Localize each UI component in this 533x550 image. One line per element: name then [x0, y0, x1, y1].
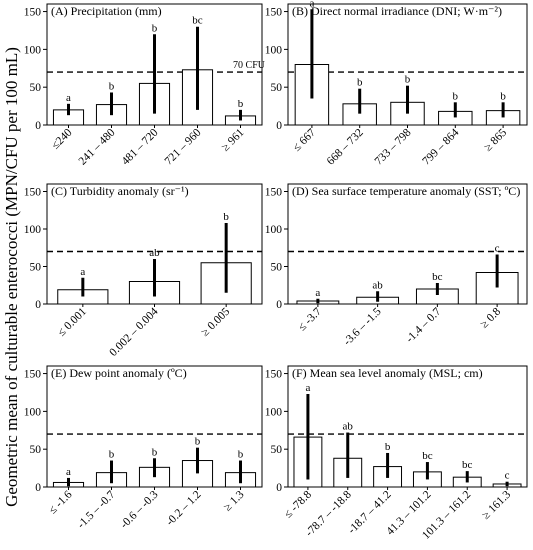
category-label: -1.4 – 0.7: [404, 305, 444, 345]
category-label: ≤ -3.7: [296, 305, 324, 333]
significance-letter: b: [385, 441, 391, 453]
significance-letter: bc: [462, 459, 473, 471]
significance-letter: c: [495, 243, 500, 255]
panel-5: (E) Dew point anomaly (ºC) 0 50 100 150 a ≤ -1…: [24, 365, 263, 531]
panel-3: (C) Turbidity anomaly (sr⁻¹) 0 50 100 150 a ≤ …: [24, 183, 263, 359]
panel-title: (A) Precipitation (mm): [51, 4, 162, 18]
significance-letter: b: [195, 436, 201, 448]
y-tick-label: 100: [265, 44, 283, 56]
significance-letter: a: [309, 0, 314, 9]
panel-title: (F) Mean sea level anomaly (MSL; cm): [292, 366, 483, 380]
category-label: 241 – 480: [77, 126, 118, 167]
y-tick-label: 150: [24, 369, 42, 381]
y-tick-label: 100: [265, 406, 283, 418]
category-label: 481 – 720: [120, 126, 161, 167]
y-tick-label: 50: [271, 262, 283, 274]
reference-line-label: 70 CFU: [233, 60, 266, 71]
y-tick-label: 100: [24, 44, 42, 56]
y-tick-label: 150: [24, 7, 42, 19]
significance-letter: b: [109, 449, 115, 461]
y-tick-label: 100: [24, 406, 42, 418]
y-tick-label: 50: [30, 444, 42, 456]
y-tick-label: 150: [265, 187, 283, 199]
significance-letter: b: [357, 77, 363, 89]
plot-frame: [287, 365, 528, 488]
significance-letter: b: [238, 98, 244, 110]
significance-letter: a: [315, 287, 320, 299]
category-label: 0.002 – 0.004: [107, 305, 160, 358]
category-label: ≤ 0.001: [56, 305, 89, 338]
panels: (A) Precipitation (mm) 0 50 100 150 70 CFU a ≤2…: [24, 0, 528, 542]
category-label: ≥ 961: [219, 126, 246, 153]
y-tick-label: 0: [35, 120, 41, 132]
y-tick-label: 0: [276, 120, 282, 132]
significance-letter: a: [66, 466, 71, 478]
category-label: 733 – 798: [373, 126, 414, 167]
category-label: -0.6 – -0.3: [118, 488, 161, 531]
panel-title: (B) Direct normal irradiance (DNI; W·m⁻²…: [292, 4, 502, 18]
y-tick-label: 0: [276, 299, 282, 311]
category-label: -1.5 – -0.7: [75, 488, 118, 531]
panel-title: (D) Sea surface temperature anomaly (SST…: [292, 184, 520, 198]
category-label: ≥ 161.3: [480, 488, 513, 521]
significance-letter: b: [223, 211, 229, 223]
significance-letter: b: [238, 449, 244, 461]
significance-letter: b: [453, 90, 459, 102]
significance-letter: bc: [422, 450, 433, 462]
category-label: ≥ 0.8: [478, 305, 503, 330]
y-tick-label: 100: [24, 224, 42, 236]
y-tick-label: 150: [265, 7, 283, 19]
significance-letter: bc: [432, 271, 443, 283]
y-tick-label: 50: [271, 82, 283, 94]
y-tick-label: 0: [35, 482, 41, 494]
significance-letter: a: [66, 92, 71, 104]
panel-4: (D) Sea surface temperature anomaly (SST…: [265, 183, 528, 348]
panel-6: (F) Mean sea level anomaly (MSL; cm) 0 50 1…: [265, 365, 528, 542]
significance-letter: a: [80, 266, 85, 278]
category-label: -3.6 – -1.5: [341, 305, 384, 348]
category-label: 721 – 960: [163, 126, 204, 167]
y-tick-label: 0: [276, 482, 282, 494]
panel-1: (A) Precipitation (mm) 0 50 100 150 70 CFU a ≤2…: [24, 3, 266, 168]
category-label: ≥ 865: [482, 126, 509, 153]
significance-letter: ab: [149, 247, 160, 259]
significance-letter: b: [109, 80, 115, 92]
panel-title: (E) Dew point anomaly (ºC): [51, 366, 187, 380]
significance-letter: a: [305, 382, 310, 394]
significance-letter: b: [405, 74, 411, 86]
significance-letter: b: [152, 22, 158, 34]
category-label: ≤ -78.8: [282, 488, 314, 520]
significance-letter: b: [152, 446, 158, 458]
y-tick-label: 0: [35, 299, 41, 311]
category-label: 668 – 732: [325, 126, 366, 167]
significance-letter: b: [500, 90, 506, 102]
y-tick-label: 100: [265, 224, 283, 236]
y-tick-label: 50: [271, 444, 283, 456]
significance-letter: c: [505, 470, 510, 482]
panel-title: (C) Turbidity anomaly (sr⁻¹): [51, 184, 189, 198]
y-tick-label: 150: [265, 369, 283, 381]
category-label: -0.2 – 1.2: [164, 488, 204, 528]
category-label: ≤ 667: [291, 126, 318, 153]
category-label: 799 – 864: [420, 126, 461, 167]
significance-letter: ab: [343, 421, 354, 433]
significance-letter: ab: [372, 279, 383, 291]
significance-letter: bc: [192, 15, 203, 27]
panel-2: (B) Direct normal irradiance (DNI; W·m⁻²…: [265, 0, 528, 168]
y-axis-label: Geometric mean of culturable enterococci…: [2, 47, 21, 507]
y-tick-label: 50: [30, 262, 42, 274]
category-label: ≤240: [49, 126, 74, 151]
y-tick-label: 150: [24, 187, 42, 199]
plot-frame: [287, 183, 528, 305]
y-tick-label: 50: [30, 82, 42, 94]
category-label: ≥ 1.3: [221, 488, 246, 513]
category-label: ≤ -1.6: [47, 488, 75, 516]
category-label: ≥ 0.005: [199, 305, 232, 338]
